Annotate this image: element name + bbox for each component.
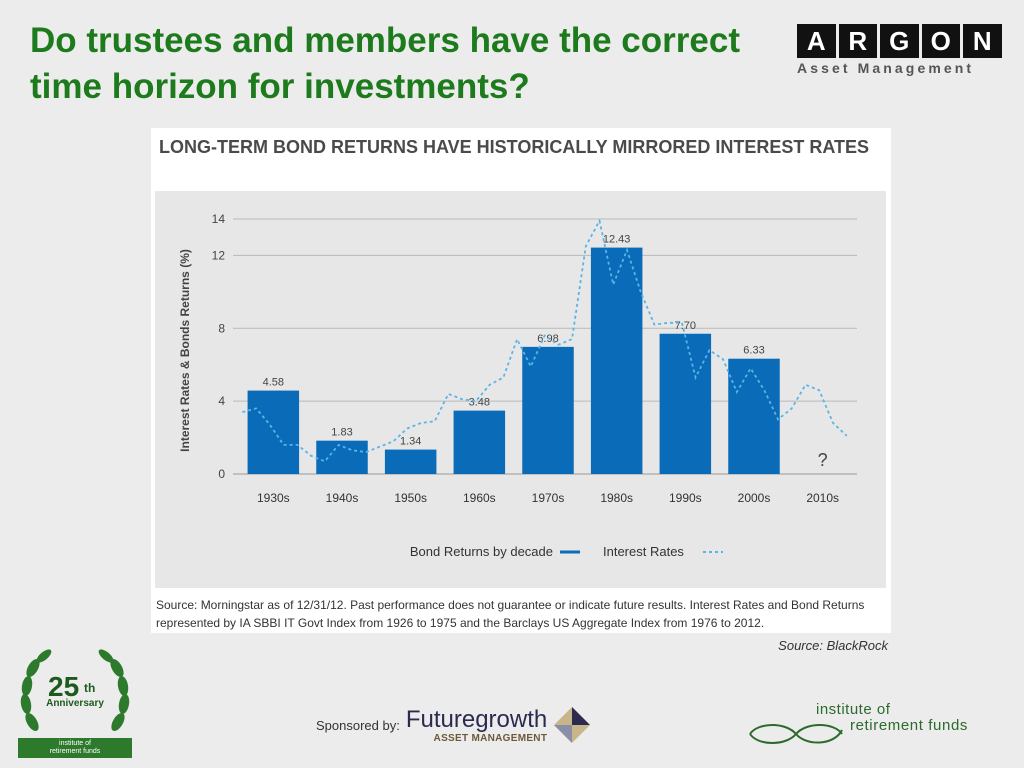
data-label: 3.48 <box>469 397 490 409</box>
data-label: 12.43 <box>603 234 631 246</box>
bar-1970s <box>522 346 574 474</box>
anniversary-word: Anniversary <box>46 698 104 709</box>
data-label: 1.83 <box>331 427 352 439</box>
x-tick-label: 2010s <box>806 491 839 505</box>
chart-source-note: Source: Morningstar as of 12/31/12. Past… <box>156 598 865 630</box>
x-tick-label: 1940s <box>326 491 359 505</box>
data-label: 4.58 <box>263 377 284 389</box>
bar-1930s <box>247 390 300 474</box>
sponsor-block: Sponsored by: Futuregrowth ASSET MANAGEM… <box>316 700 591 750</box>
slide-title: Do trustees and members have the correct… <box>30 21 740 106</box>
futuregrowth-subtitle: ASSET MANAGEMENT <box>433 732 548 744</box>
futuregrowth-diamond-icon <box>554 707 591 743</box>
futuregrowth-name: Futuregrowth <box>405 705 548 733</box>
x-tick-label: 1990s <box>669 491 702 505</box>
logo-subtitle: Asset Management <box>797 60 975 76</box>
anniversary-suffix: th <box>84 681 95 695</box>
y-tick-label: 4 <box>218 394 225 408</box>
anniversary-badge-line2: retirement funds <box>49 748 101 755</box>
anniversary-logo: 25 th Anniversary institute of retiremen… <box>18 648 132 758</box>
data-label: ? <box>818 450 828 470</box>
argon-logo: A R G O N Asset Management <box>797 24 1009 76</box>
x-tick-label: 1950s <box>394 491 427 505</box>
y-tick-label: 8 <box>218 321 225 335</box>
bar-1940s <box>316 440 368 474</box>
bar-1980s <box>590 247 643 474</box>
y-tick-label: 14 <box>212 212 226 226</box>
logo-letter: G <box>880 24 919 58</box>
chart-panel: LONG-TERM BOND RETURNS HAVE HISTORICALLY… <box>151 128 891 633</box>
legend-label-bonds: Bond Returns by decade <box>410 544 553 559</box>
logo-letter: A <box>797 24 836 58</box>
logo-letters: A R G O N <box>797 24 1009 58</box>
bar-2000s <box>728 358 780 474</box>
interest-rate-line <box>242 218 848 463</box>
y-tick-label: 12 <box>212 248 226 262</box>
x-tick-label: 1980s <box>600 491 633 505</box>
x-tick-label: 2000s <box>738 491 771 505</box>
logo-letter: N <box>963 24 1002 58</box>
legend-label-rates: Interest Rates <box>603 544 684 559</box>
logo-letter: O <box>921 24 960 58</box>
x-tick-label: 1960s <box>463 491 496 505</box>
bar-1960s <box>453 410 506 474</box>
irf-line2: retirement funds <box>850 717 968 734</box>
laurel-wreath-icon: 25 th Anniversary <box>20 649 130 732</box>
bar-line-chart: 0 4 8 12 14 Interest Rates & Bonds Returns (%… <box>178 212 857 559</box>
irf-line1: institute of <box>816 701 891 718</box>
futuregrowth-logo: Futuregrowth ASSET MANAGEMENT <box>405 705 548 744</box>
source-credit: Source: BlackRock <box>778 638 888 653</box>
x-tick-label: 1970s <box>532 491 565 505</box>
x-tick-label: 1930s <box>257 491 290 505</box>
y-axis-label: Interest Rates & Bonds Returns (%) <box>178 249 192 452</box>
irf-logo: institute of retirement funds <box>746 700 1016 750</box>
data-label: 7.70 <box>675 320 696 332</box>
y-tick-label: 0 <box>218 467 225 481</box>
chart-title: LONG-TERM BOND RETURNS HAVE HISTORICALLY… <box>159 137 870 157</box>
data-label: 1.34 <box>400 436 421 448</box>
anniversary-badge: institute of retirement funds <box>18 738 132 758</box>
anniversary-badge-line1: institute of <box>59 740 91 747</box>
bar-1990s <box>659 333 712 474</box>
logo-letter: R <box>838 24 877 58</box>
sponsor-label: Sponsored by: <box>316 717 400 733</box>
data-label: 6.33 <box>743 345 764 357</box>
bar-1950s <box>384 449 437 474</box>
anniversary-number: 25 <box>48 671 79 702</box>
infinity-swoosh-icon <box>749 724 843 744</box>
